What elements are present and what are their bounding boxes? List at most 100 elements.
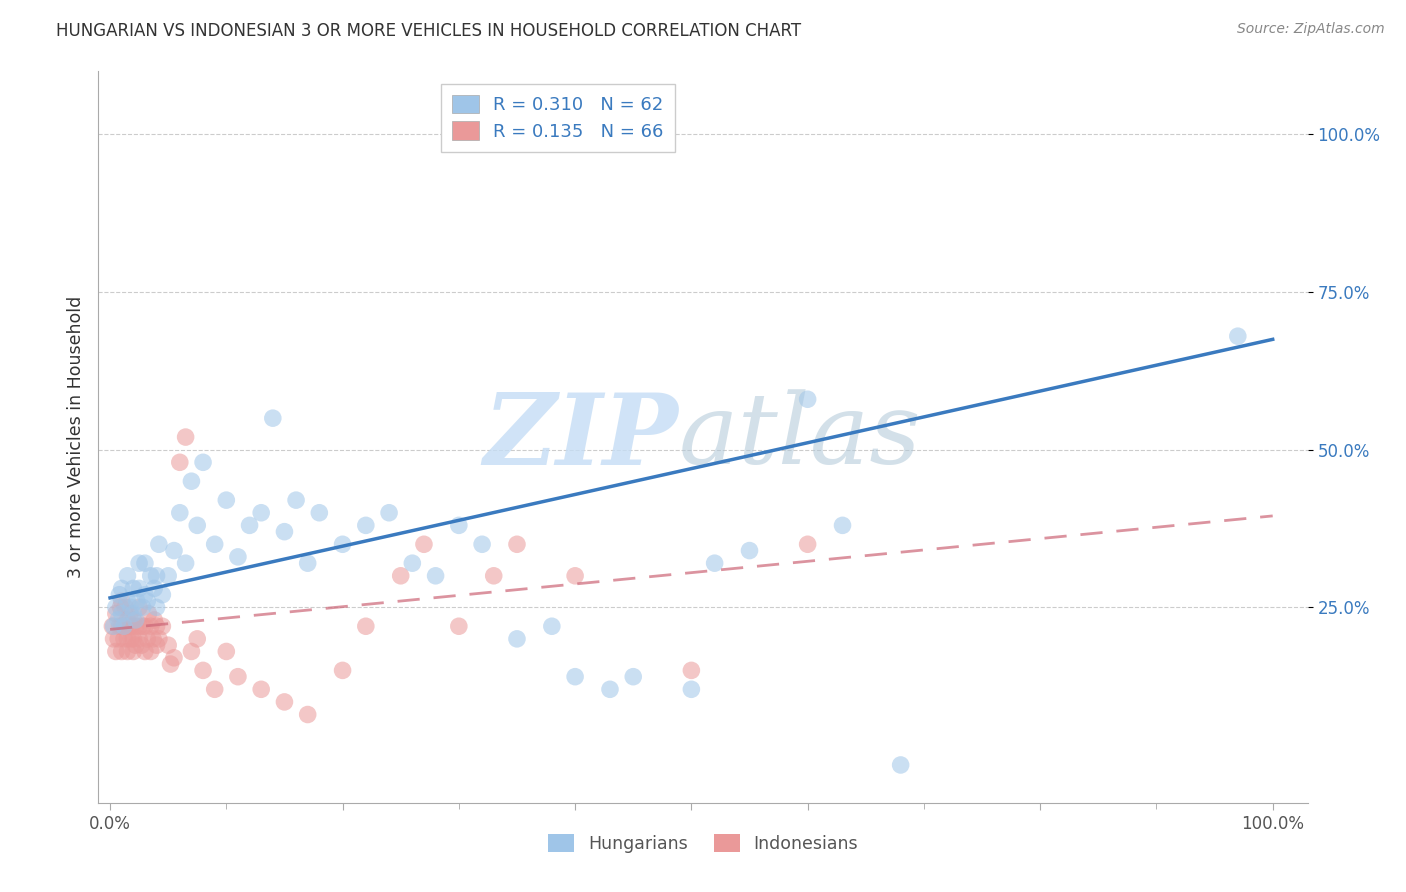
Point (117, 632, 139, 646)
Point (169, 455, 191, 469)
Point (128, 632, 150, 646)
Point (134, 588, 156, 602)
Point (378, 506, 401, 520)
Point (250, 506, 273, 520)
Point (124, 619, 146, 633)
Point (148, 632, 170, 646)
Point (150, 588, 173, 602)
Point (108, 619, 131, 633)
Point (124, 638, 146, 652)
Point (186, 518, 208, 533)
Point (681, 682, 703, 697)
Point (117, 569, 139, 583)
Point (143, 613, 166, 627)
Point (738, 543, 761, 558)
Point (354, 518, 377, 533)
Point (104, 607, 127, 621)
Point (134, 619, 156, 633)
Point (215, 493, 238, 508)
Point (134, 644, 156, 658)
Point (117, 644, 139, 658)
Point (111, 607, 134, 621)
Point (401, 556, 423, 570)
Point (145, 569, 167, 583)
Point (104, 644, 127, 658)
Point (110, 600, 132, 615)
Point (564, 670, 586, 684)
Point (186, 632, 208, 646)
Point (297, 707, 319, 722)
Point (332, 537, 354, 551)
Point (120, 632, 142, 646)
Point (890, 758, 912, 772)
Point (107, 632, 129, 646)
Legend: Hungarians, Indonesians: Hungarians, Indonesians (541, 827, 865, 860)
Text: HUNGARIAN VS INDONESIAN 3 OR MORE VEHICLES IN HOUSEHOLD CORRELATION CHART: HUNGARIAN VS INDONESIAN 3 OR MORE VEHICL… (56, 22, 801, 40)
Point (128, 582, 150, 596)
Point (389, 569, 412, 583)
Text: ZIP: ZIP (484, 389, 679, 485)
Point (564, 569, 586, 583)
Point (174, 556, 197, 570)
Text: Source: ZipAtlas.com: Source: ZipAtlas.com (1237, 22, 1385, 37)
Point (163, 543, 186, 558)
Point (122, 607, 145, 621)
Text: atlas: atlas (679, 390, 921, 484)
Point (122, 632, 145, 646)
Point (114, 619, 136, 633)
Point (332, 664, 354, 678)
Point (425, 569, 447, 583)
Point (354, 619, 377, 633)
Point (139, 569, 162, 583)
Point (148, 537, 170, 551)
Point (111, 644, 134, 658)
Point (621, 670, 644, 684)
Point (111, 582, 134, 596)
Point (413, 537, 436, 551)
Point (128, 619, 150, 633)
Point (1226, 329, 1249, 343)
Point (104, 600, 127, 615)
Point (103, 632, 125, 646)
Point (120, 619, 142, 633)
Point (273, 524, 295, 539)
Point (150, 619, 173, 633)
Point (215, 644, 238, 658)
Point (250, 682, 273, 697)
Point (191, 455, 214, 469)
Point (131, 619, 153, 633)
Point (136, 594, 159, 608)
Point (128, 600, 150, 615)
Point (112, 632, 135, 646)
Point (447, 518, 470, 533)
Point (447, 619, 470, 633)
Point (180, 474, 202, 488)
Point (681, 664, 703, 678)
Point (204, 537, 226, 551)
Point (101, 619, 124, 633)
Point (169, 506, 191, 520)
Point (796, 392, 818, 407)
Point (117, 594, 139, 608)
Point (831, 518, 853, 533)
Point (204, 682, 226, 697)
Point (139, 644, 162, 658)
Point (124, 613, 146, 627)
Point (131, 600, 153, 615)
Point (180, 644, 202, 658)
Point (111, 619, 134, 633)
Point (482, 569, 505, 583)
Point (134, 556, 156, 570)
Point (108, 588, 131, 602)
Point (107, 613, 129, 627)
Point (118, 607, 141, 621)
Point (297, 556, 319, 570)
Point (506, 632, 529, 646)
Point (285, 493, 308, 508)
Point (599, 682, 621, 697)
Point (138, 607, 160, 621)
Point (174, 430, 197, 444)
Point (117, 613, 139, 627)
Point (112, 619, 135, 633)
Point (131, 638, 153, 652)
